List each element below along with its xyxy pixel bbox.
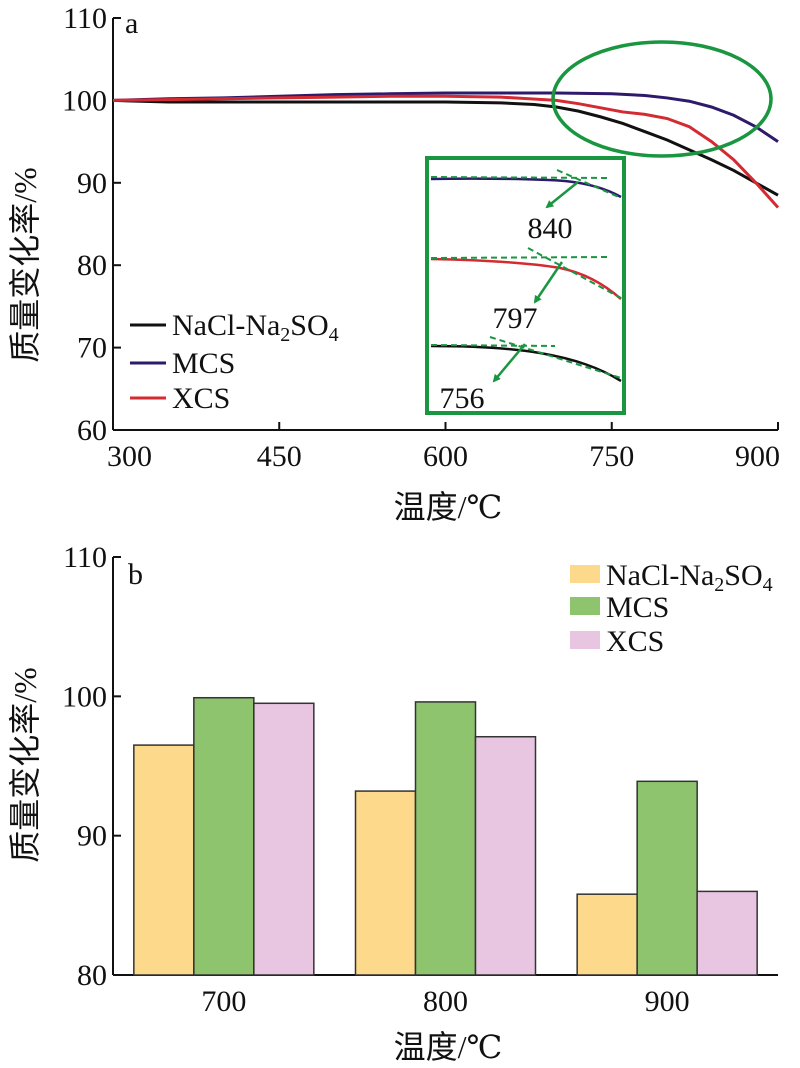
panel-a-series-lines — [112, 91, 780, 209]
panel-b-legend-swatch — [570, 597, 600, 615]
panel-b-legend-swatch — [570, 631, 600, 649]
panel-a-legend-label: XCS — [172, 382, 230, 415]
panel-a-inset-tangent — [527, 247, 622, 299]
panel-a-inset-tangent — [556, 169, 622, 199]
panel-b-y-tick-label: 100 — [62, 680, 107, 713]
panel-b-bar — [414, 701, 477, 976]
panel-a-inset-arrow — [545, 181, 579, 209]
panel-a-y-tick-label: 60 — [77, 414, 107, 447]
panel-a-inset-label: 756 — [440, 382, 485, 415]
panel-b-bars — [133, 696, 758, 976]
panel-b-bar — [193, 696, 255, 976]
panel-a-x-tick-label: 900 — [735, 440, 780, 473]
panel-a-y-tick-label: 90 — [77, 167, 107, 200]
panel-b-x-tick-label: 800 — [423, 985, 468, 1018]
panel-a-legend-label: MCS — [172, 347, 235, 380]
panel-a-x-axis-label: 温度/℃ — [394, 489, 503, 525]
panel-b-bar — [636, 780, 698, 976]
panel-b-y-tick-label: 90 — [77, 820, 107, 853]
panel-b-x-axis-label: 温度/℃ — [394, 1029, 503, 1065]
panel-a-y-tick-label: 110 — [63, 2, 107, 35]
panel-a-y-tick-label: 100 — [62, 84, 107, 117]
panel-b-x-tick-label: 700 — [201, 985, 246, 1018]
panel-a-series-line-0 — [112, 98, 779, 197]
panel-a-inset-label: 840 — [528, 212, 573, 245]
panel-a-inset: 840 797 756 — [425, 156, 626, 415]
panel-a-x-tick-label: 600 — [423, 440, 468, 473]
panel-a-x-tick-label: 750 — [589, 440, 634, 473]
panel-b-legend-swatch — [570, 565, 600, 583]
panel-b-x-ticks: 700 800 900 — [201, 967, 690, 1018]
panel-b-x-tick-label: 900 — [645, 985, 690, 1018]
panel-a-x-tick-label: 300 — [107, 440, 152, 473]
panel-b-legend-label: MCS — [606, 591, 669, 624]
panel-b-label: b — [128, 558, 143, 591]
panel-a-inset-curve-mcs — [430, 177, 622, 199]
panel-a-y-ticks: 60 70 80 90 100 110 — [62, 2, 121, 447]
panel-a-y-axis-label: 质量变化率/% — [7, 167, 43, 363]
panel-b-y-tick-label: 110 — [63, 541, 107, 574]
panel-a-label: a — [125, 7, 138, 40]
panel-b-bar — [354, 790, 417, 976]
panel-a-y-tick-label: 70 — [77, 332, 107, 365]
panel-a-inset-tangent — [430, 344, 556, 347]
panel-b-legend-label: NaCl-Na2SO4 — [606, 559, 773, 596]
panel-b-y-ticks: 80 90 100 110 — [62, 541, 121, 992]
panel-a-highlight-ellipse — [551, 40, 773, 158]
panel-a-y-tick-label: 80 — [77, 249, 107, 282]
panel-a-inset-box — [425, 156, 626, 415]
panel-b-y-tick-label: 80 — [77, 959, 107, 992]
panel-b-y-axis-label: 质量变化率/% — [7, 667, 43, 863]
panel-a-x-ticks: 300 450 600 750 900 — [107, 422, 780, 473]
panel-b-bar — [253, 702, 315, 976]
panel-b-bar — [696, 890, 758, 976]
panel-a-highlight-ellipse-shape — [551, 40, 773, 158]
panel-a-inset-label: 797 — [493, 302, 538, 335]
panel-a-legend-label: NaCl-Na2SO4 — [172, 309, 339, 346]
panel-a-inset-arrow — [533, 261, 564, 304]
panel-b-legend-label: XCS — [606, 625, 664, 658]
panel-a: 60 70 80 90 100 110 300 450 600 750 900 质量变化率/% 温… — [7, 2, 780, 525]
panel-b-bar — [576, 893, 638, 976]
panel-b-bar — [133, 744, 195, 976]
panel-a-inset-arrow — [492, 343, 526, 383]
panel-a-series-line-2 — [112, 94, 780, 209]
panel-a-inset-curve-xcs — [430, 257, 622, 300]
panel-a-x-tick-label: 450 — [257, 440, 302, 473]
panel-a-inset-tangent — [489, 336, 622, 379]
panel-b: 80 90 100 110 700 800 900 质量变化率/% 温度/℃ b NaCl… — [7, 541, 778, 1065]
panel-b-bar — [474, 735, 537, 976]
